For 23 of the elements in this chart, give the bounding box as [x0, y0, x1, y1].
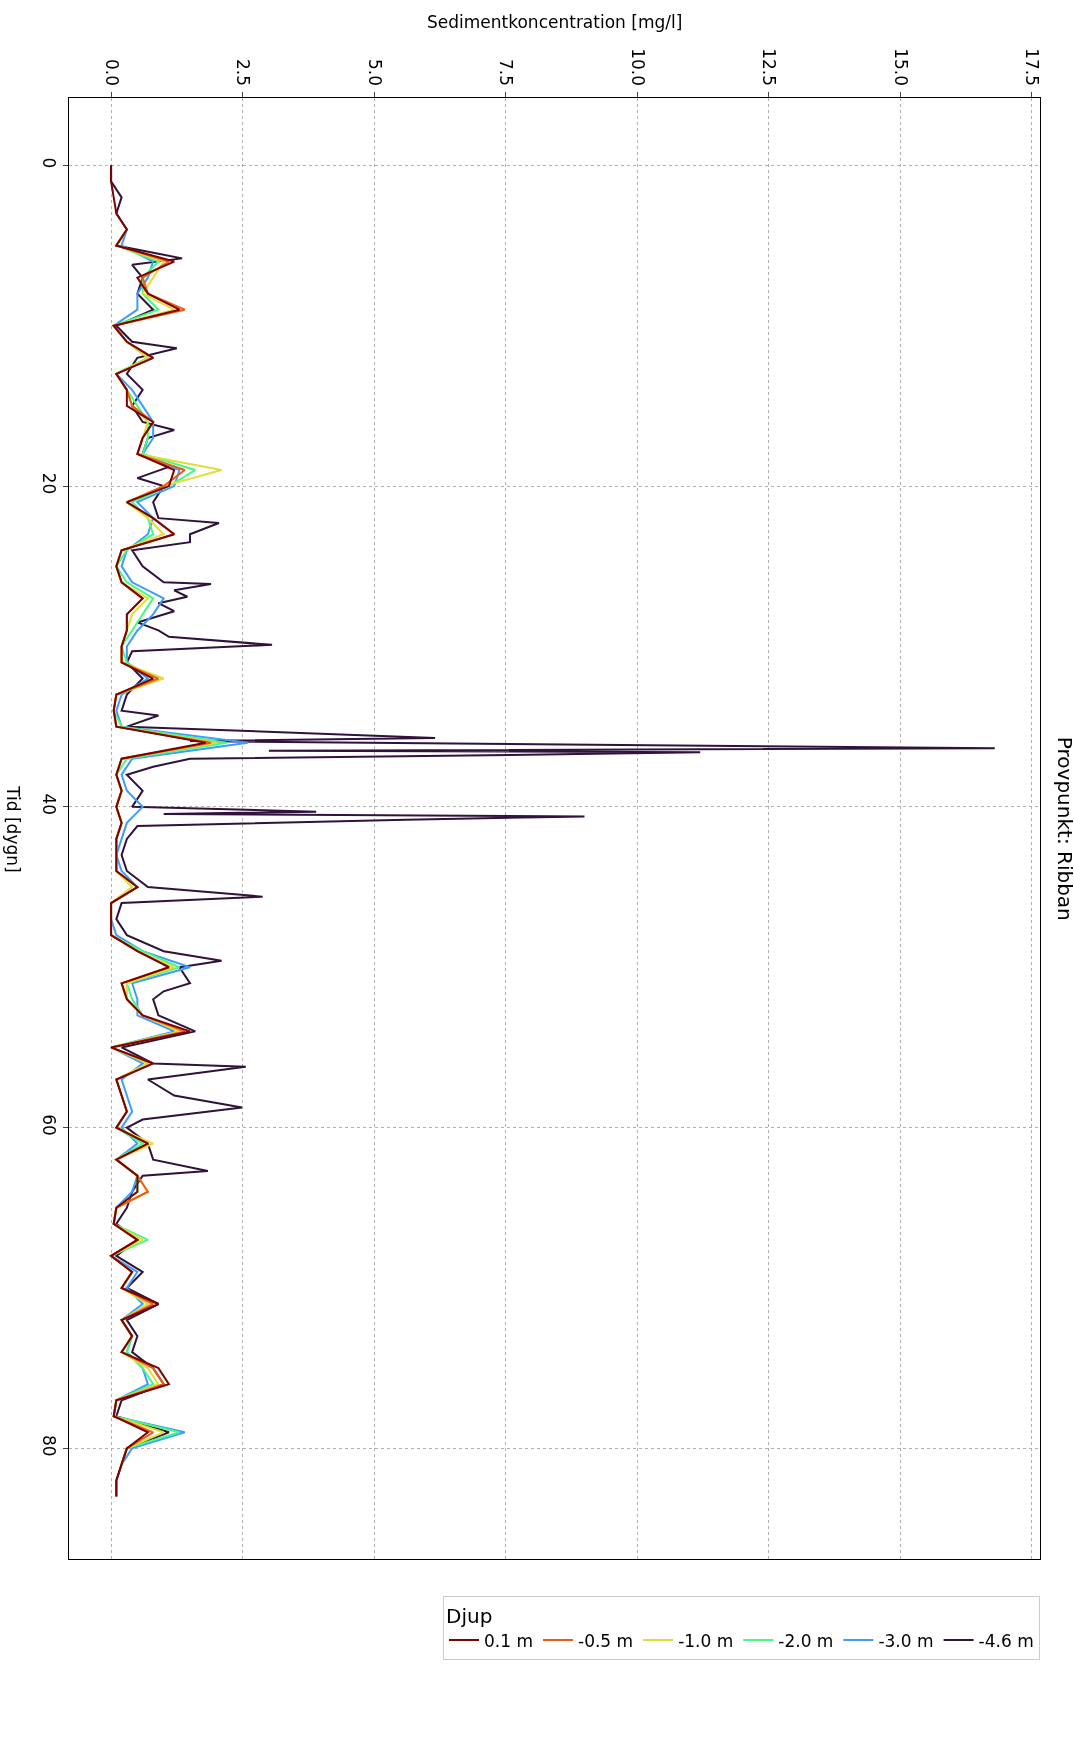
- x-tick-label: 7.5: [496, 59, 517, 87]
- legend-label: -3.0 m: [878, 1630, 934, 1651]
- x-tick-label: 5.0: [364, 59, 385, 87]
- x-axis-title: Sedimentkoncentration [mg/l]: [427, 12, 683, 32]
- x-tick-label: 2.5: [233, 59, 254, 87]
- x-tick-label: 17.5: [1022, 48, 1043, 87]
- legend-title: Djup: [446, 1603, 493, 1628]
- y-tick-label: 0: [38, 157, 59, 169]
- legend-label: 0.1 m: [484, 1630, 533, 1651]
- y-tick-label: 20: [38, 472, 59, 495]
- y-tick-label: 80: [38, 1434, 59, 1457]
- legend-label: -2.0 m: [778, 1630, 834, 1651]
- x-tick-label: 10.0: [627, 48, 648, 87]
- x-tick-label: 12.5: [759, 48, 780, 87]
- legend-label: -4.6 m: [978, 1630, 1034, 1651]
- y-axis-title: Tid [dygn]: [2, 785, 23, 873]
- y-tick-label: 40: [38, 793, 59, 816]
- x-tick-label: 15.0: [890, 48, 911, 87]
- x-tick-label: 0.0: [101, 59, 122, 87]
- text: Provpunkt: Ribban: [1053, 736, 1074, 921]
- legend-label: -0.5 m: [578, 1630, 634, 1651]
- legend-label: -1.0 m: [678, 1630, 734, 1651]
- y-tick-label: 60: [38, 1114, 59, 1136]
